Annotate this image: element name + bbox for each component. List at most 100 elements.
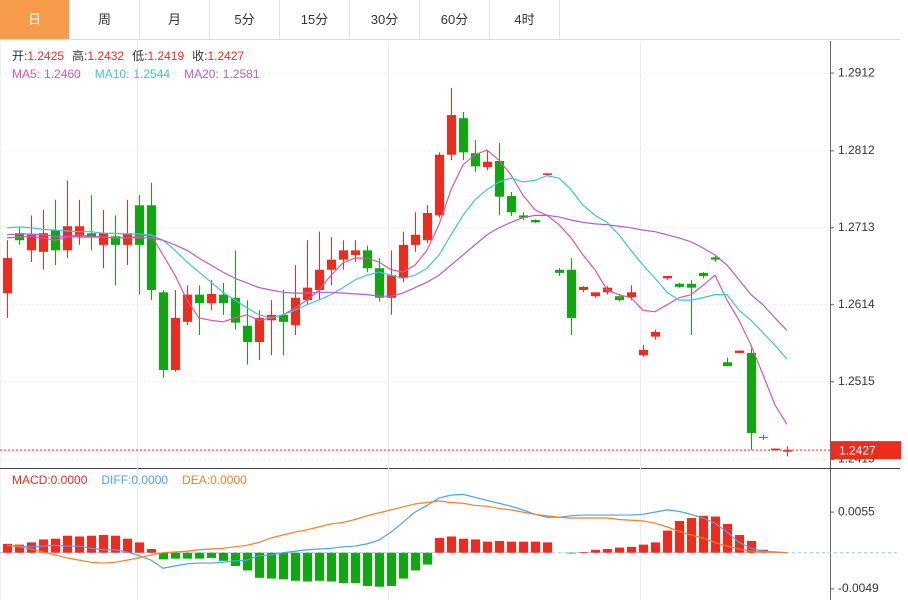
candle-body	[255, 317, 264, 343]
candle-body	[39, 233, 48, 252]
candle-body	[543, 173, 552, 175]
last-price-label: 1.2427	[839, 443, 876, 457]
macd-bar	[267, 552, 276, 579]
macd-bar	[399, 552, 408, 579]
candle-body	[279, 314, 288, 322]
period-tab[interactable]: 30分	[350, 0, 420, 39]
legend-name: MA10:	[95, 67, 130, 81]
candle-body	[375, 268, 384, 298]
ma-line	[6, 175, 788, 360]
macd-bar	[447, 536, 456, 553]
candle-body	[723, 362, 732, 367]
candle-body	[387, 275, 396, 298]
ohlc-value: 1.2427	[207, 49, 244, 63]
candle-body	[339, 250, 348, 260]
candle-body	[291, 297, 300, 325]
period-tab[interactable]: 日	[0, 0, 70, 39]
candle-body	[711, 257, 720, 260]
macd-bar	[63, 535, 72, 553]
y-tick-label: 1.2812	[838, 143, 875, 157]
candle-body	[567, 269, 576, 318]
candle-body	[315, 269, 324, 290]
candle-body	[171, 317, 180, 371]
legend-value: 1.2581	[223, 67, 260, 81]
macd-bar	[603, 549, 612, 553]
candle-body	[3, 258, 12, 294]
candle-body	[231, 297, 240, 323]
candle-body	[63, 226, 72, 251]
macd-bar	[75, 536, 84, 553]
macd-bar	[519, 541, 528, 553]
candle-body	[207, 293, 216, 304]
candle-body	[663, 275, 672, 279]
macd-bar	[375, 552, 384, 587]
ohlc-label: 低:	[132, 49, 147, 63]
candle-body	[639, 349, 648, 356]
macd-bar	[303, 552, 312, 582]
macd-bar	[195, 552, 204, 559]
period-tab[interactable]: 5分	[210, 0, 280, 39]
candle-body	[399, 244, 408, 279]
candle-body	[747, 352, 756, 434]
ohlc-header: 开:1.2425 高:1.2432 低:1.2419 收:1.2427	[12, 48, 245, 63]
macd-bar	[507, 541, 516, 553]
candle-body	[735, 350, 744, 353]
ma-line	[6, 149, 788, 425]
macd-bar	[663, 530, 672, 553]
macd-bar	[327, 552, 336, 582]
macd-bar	[87, 535, 96, 553]
candle-body	[495, 160, 504, 197]
candle-body	[615, 296, 624, 301]
y-tick-label: 1.2515	[838, 374, 875, 388]
candle-body	[531, 220, 540, 223]
macd-bar	[339, 552, 348, 584]
period-tab[interactable]: 周	[70, 0, 140, 39]
macd-bar	[483, 541, 492, 553]
candle-body	[219, 294, 228, 304]
ma-line	[6, 214, 788, 331]
legend-name: MA20:	[184, 67, 219, 81]
ohlc-value: 1.2419	[147, 49, 184, 63]
period-tab[interactable]: 60分	[420, 0, 490, 39]
candle-body	[675, 283, 684, 287]
macd-bar	[351, 552, 360, 584]
macd-line	[6, 493, 788, 569]
macd-bar	[615, 547, 624, 553]
legend: MACD:0.0000 DIFF:0.0000 DEA:0.0000	[12, 473, 247, 487]
candle-body	[363, 250, 372, 269]
ohlc-value: 1.2432	[87, 49, 124, 63]
macd-bar	[15, 544, 24, 553]
candle-body	[507, 195, 516, 213]
ohlc-label: 收:	[192, 49, 207, 63]
macd-bar	[147, 549, 156, 553]
macd-bar	[495, 540, 504, 553]
candle-body	[411, 234, 420, 245]
macd-bar	[675, 520, 684, 553]
candle-body	[87, 233, 96, 238]
macd-bar	[363, 552, 372, 586]
macd-bar	[579, 551, 588, 553]
period-tab[interactable]: 4时	[490, 0, 560, 39]
macd-bar	[723, 523, 732, 553]
macd-bar	[207, 552, 216, 558]
legend-value: 0.0000	[51, 473, 88, 487]
macd-bar	[567, 552, 576, 554]
macd-bar	[27, 542, 36, 553]
macd-bar	[291, 552, 300, 581]
macd-bar	[135, 542, 144, 553]
candle-body	[759, 436, 768, 438]
candle-body	[123, 233, 132, 245]
macd-bar	[183, 552, 192, 559]
period-tab[interactable]: 月	[140, 0, 210, 39]
candle-body	[327, 259, 336, 270]
candle-body	[699, 272, 708, 276]
candle-body	[483, 161, 492, 168]
candle-body	[687, 283, 696, 288]
candle-body	[579, 286, 588, 290]
candle-body	[435, 154, 444, 216]
period-tab[interactable]: 15分	[280, 0, 350, 39]
macd-bar	[387, 552, 396, 586]
candle-body	[519, 215, 528, 218]
